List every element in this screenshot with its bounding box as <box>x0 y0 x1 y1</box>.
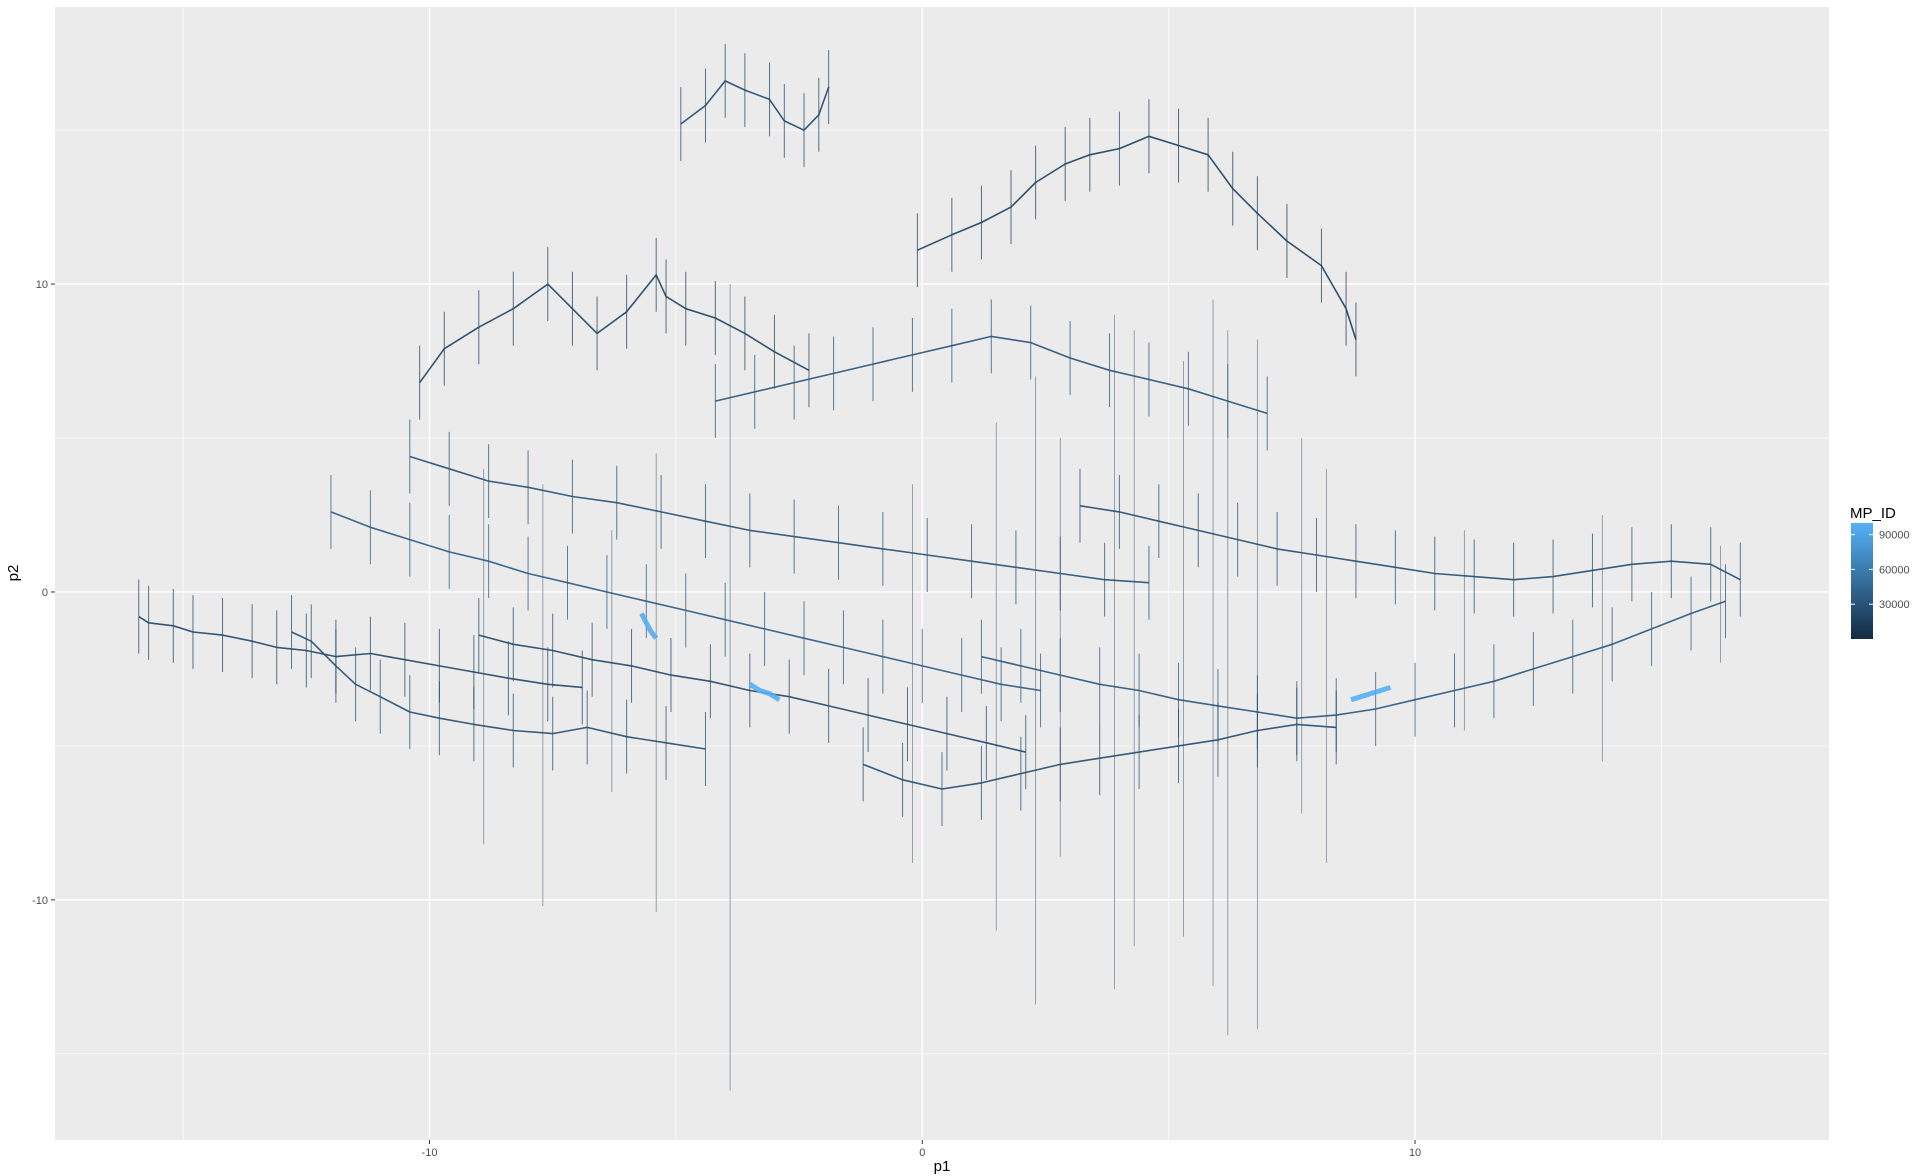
series-path <box>981 600 1726 720</box>
x-axis-title: p1 <box>934 1158 951 1175</box>
y-axis: -10 0 10 <box>32 279 55 907</box>
y-axis-title: p2 <box>5 565 22 582</box>
legend-tick-label: 30000 <box>1879 599 1910 611</box>
x-tick-label: -10 <box>422 1147 438 1159</box>
legend-ticks: 30000 60000 90000 <box>1851 530 1910 611</box>
x-axis: -10 0 10 <box>422 1140 1421 1159</box>
y-tick-label: 10 <box>36 279 48 291</box>
series-group <box>138 43 1741 826</box>
legend-title: MP_ID <box>1850 505 1896 522</box>
spike-lines <box>483 284 1721 1091</box>
plot-panel <box>55 7 1829 1140</box>
series-path <box>138 615 583 689</box>
grid-major-lines <box>55 7 1829 1140</box>
series-path <box>1079 505 1741 581</box>
x-tick-label: 0 <box>919 1147 925 1159</box>
series-path <box>748 682 781 702</box>
y-tick-label: 0 <box>42 587 48 599</box>
color-legend: MP_ID 30000 60000 90000 <box>1850 505 1910 639</box>
series-path <box>639 612 659 640</box>
legend-color-bar <box>1851 523 1873 639</box>
series-path <box>291 631 706 750</box>
x-tick-label: 10 <box>1409 1147 1421 1159</box>
legend-tick-label: 60000 <box>1879 564 1910 576</box>
grid-minor-lines <box>55 7 1829 1140</box>
series-path <box>1350 685 1392 703</box>
legend-tick-label: 90000 <box>1879 530 1910 542</box>
y-tick-label: -10 <box>32 895 48 907</box>
series-path <box>409 455 1150 584</box>
